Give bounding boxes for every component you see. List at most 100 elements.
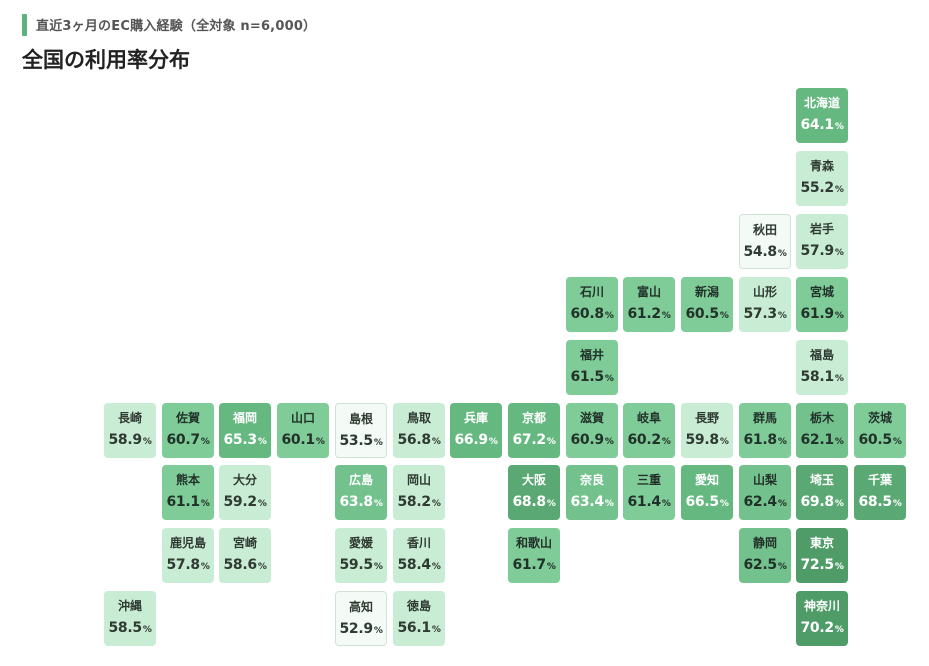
prefecture-value: 63.4% <box>566 493 618 513</box>
prefecture-value: 57.3% <box>739 305 791 325</box>
percent-unit: % <box>834 185 844 195</box>
prefecture-value: 66.5% <box>681 493 733 513</box>
prefecture-value: 68.8% <box>508 493 560 513</box>
prefecture-name: 鳥取 <box>406 411 431 425</box>
prefecture-tile: 沖縄 58.5% <box>104 591 156 646</box>
prefecture-tile: 岩手 57.9% <box>796 214 848 269</box>
prefecture-tile: 栃木 62.1% <box>796 403 848 458</box>
prefecture-value-number: 58.1 <box>800 369 834 385</box>
prefecture-name: 群馬 <box>752 411 777 425</box>
prefecture-value: 60.5% <box>854 431 906 451</box>
prefecture-tile: 島根 53.5% <box>335 403 387 458</box>
prefecture-tile: 大阪 68.8% <box>508 465 560 520</box>
prefecture-value-number: 67.2 <box>512 432 546 448</box>
prefecture-name: 京都 <box>521 411 546 425</box>
prefecture-tile: 鳥取 56.8% <box>393 403 445 458</box>
prefecture-value-number: 60.7 <box>166 432 200 448</box>
percent-unit: % <box>719 499 729 509</box>
prefecture-name: 埼玉 <box>809 473 834 487</box>
prefecture-tile: 山口 60.1% <box>277 403 329 458</box>
prefecture-value-number: 66.9 <box>454 432 488 448</box>
prefecture-name: 静岡 <box>752 536 777 550</box>
percent-unit: % <box>200 499 210 509</box>
prefecture-tile: 三重 61.4% <box>623 465 675 520</box>
percent-unit: % <box>719 437 729 447</box>
percent-unit: % <box>431 437 441 447</box>
prefecture-value: 57.8% <box>162 556 214 576</box>
prefecture-name: 島根 <box>348 412 373 426</box>
prefecture-value: 64.1% <box>796 116 848 136</box>
prefecture-name: 宮城 <box>809 285 834 299</box>
prefecture-tile: 千葉 68.5% <box>854 465 906 520</box>
prefecture-value: 59.5% <box>335 556 387 576</box>
prefecture-name: 北海道 <box>803 96 840 110</box>
prefecture-value: 70.2% <box>796 619 848 639</box>
prefecture-value-number: 61.8 <box>743 432 777 448</box>
prefecture-tile: 香川 58.4% <box>393 528 445 583</box>
percent-unit: % <box>834 374 844 384</box>
prefecture-value-number: 55.2 <box>800 180 834 196</box>
percent-unit: % <box>142 437 152 447</box>
prefecture-tile: 宮崎 58.6% <box>219 528 271 583</box>
prefecture-value-number: 57.3 <box>743 306 777 322</box>
percent-unit: % <box>777 311 787 321</box>
prefecture-value: 68.5% <box>854 493 906 513</box>
prefecture-tile: 青森 55.2% <box>796 151 848 206</box>
prefecture-value: 62.4% <box>739 493 791 513</box>
percent-unit: % <box>719 311 729 321</box>
prefecture-name: 滋賀 <box>579 411 604 425</box>
percent-unit: % <box>373 562 383 572</box>
prefecture-tile: 茨城 60.5% <box>854 403 906 458</box>
prefecture-name: 徳島 <box>406 599 431 613</box>
prefecture-tile: 愛知 66.5% <box>681 465 733 520</box>
percent-unit: % <box>834 248 844 258</box>
prefecture-name: 千葉 <box>867 473 892 487</box>
prefecture-name: 長崎 <box>117 411 142 425</box>
prefecture-tile: 宮城 61.9% <box>796 277 848 332</box>
percent-unit: % <box>661 311 671 321</box>
percent-unit: % <box>373 626 383 636</box>
percent-unit: % <box>200 562 210 572</box>
percent-unit: % <box>257 499 267 509</box>
prefecture-name: 兵庫 <box>463 411 488 425</box>
prefecture-value: 59.8% <box>681 431 733 451</box>
prefecture-tile: 高知 52.9% <box>335 591 387 646</box>
prefecture-value-number: 69.8 <box>800 494 834 510</box>
percent-unit: % <box>892 437 902 447</box>
prefecture-value: 55.2% <box>796 179 848 199</box>
prefecture-name: 栃木 <box>809 411 834 425</box>
prefecture-name: 佐賀 <box>175 411 200 425</box>
prefecture-name: 山口 <box>290 411 315 425</box>
prefecture-name: 長野 <box>694 411 719 425</box>
prefecture-value-number: 61.1 <box>166 494 200 510</box>
prefecture-name: 熊本 <box>175 473 200 487</box>
percent-unit: % <box>546 499 556 509</box>
prefecture-value: 58.9% <box>104 431 156 451</box>
subtitle-accent-bar <box>22 14 27 36</box>
prefecture-value-number: 60.9 <box>570 432 604 448</box>
prefecture-value: 67.2% <box>508 431 560 451</box>
prefecture-name: 広島 <box>348 473 373 487</box>
prefecture-name: 奈良 <box>579 473 604 487</box>
percent-unit: % <box>777 249 787 259</box>
prefecture-tile: 鹿児島 57.8% <box>162 528 214 583</box>
prefecture-value-number: 60.1 <box>281 432 315 448</box>
chart-subtitle: 直近3ヶ月のEC購入経験（全対象 n=6,000） <box>36 19 317 34</box>
prefecture-value-number: 62.4 <box>743 494 777 510</box>
prefecture-name: 岩手 <box>809 222 834 236</box>
prefecture-value-number: 66.5 <box>685 494 719 510</box>
percent-unit: % <box>257 437 267 447</box>
prefecture-value-number: 62.5 <box>743 557 777 573</box>
prefecture-name: 岐阜 <box>636 411 661 425</box>
prefecture-tile: 広島 63.8% <box>335 465 387 520</box>
prefecture-value: 66.9% <box>450 431 502 451</box>
prefecture-name: 和歌山 <box>515 536 552 550</box>
prefecture-value: 62.5% <box>739 556 791 576</box>
prefecture-tile: 岐阜 60.2% <box>623 403 675 458</box>
percent-unit: % <box>777 437 787 447</box>
prefecture-name: 愛媛 <box>348 536 373 550</box>
prefecture-value: 72.5% <box>796 556 848 576</box>
prefecture-tile: 静岡 62.5% <box>739 528 791 583</box>
prefecture-value: 58.1% <box>796 368 848 388</box>
prefecture-value: 54.8% <box>740 243 790 263</box>
